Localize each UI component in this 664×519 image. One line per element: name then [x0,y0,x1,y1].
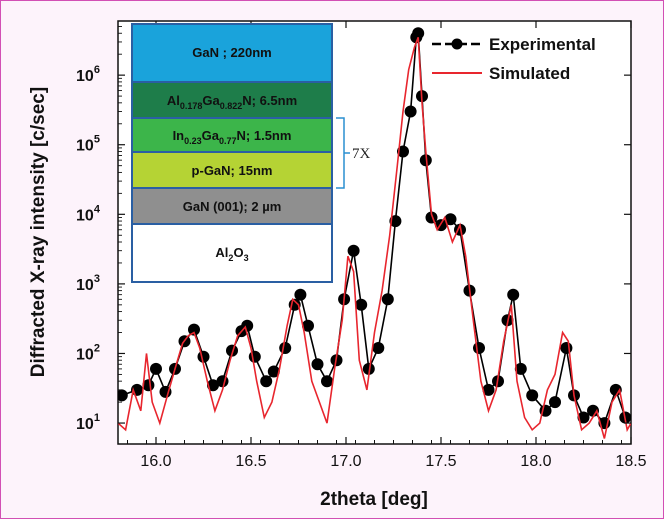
experimental-point-17 [279,342,292,354]
layer-2-el1: Al [167,93,180,108]
layer-5-label: GaN (001); 2 µm [183,199,282,214]
experimental-point-31 [397,145,409,158]
layer-2-sub2: 0.822 [220,101,243,111]
x-tick-label-5: 18.5 [615,453,646,470]
x-tick-label-3: 17.5 [425,453,456,470]
experimental-point-51 [560,342,573,354]
axis-layer: 16.0 16.5 17.0 17.5 18.0 18.5 101 102 103 104 105 1… [76,20,647,470]
layer-1 [131,23,333,83]
layer-4 [131,151,333,189]
experimental-point-9 [207,379,219,392]
y-axis-label: Diffracted X-ray intensity [c/sec] [28,87,49,377]
layer-6-el1: Al [215,245,228,260]
experimental-point-0 [118,389,128,402]
experimental-point-7 [188,323,200,336]
layer-6-sub2: 3 [244,253,249,263]
layer-3-tail: N; 1.5nm [237,128,292,143]
experimental-point-21 [311,358,324,371]
experimental-point-29 [381,293,394,306]
layer-1-label: GaN ; 220nm [192,45,271,60]
y-tick-label-5: 106 [76,64,100,85]
x-axis-label: 2theta [deg] [320,489,428,510]
layer-3-el1: In [173,128,185,143]
experimental-point-25 [347,244,360,257]
experimental-point-30 [389,215,402,228]
layer-3-label: In0.23Ga0.77N; 1.5nm [173,128,292,146]
experimental-point-43 [482,383,495,396]
layer-2-sub1: 0.178 [180,101,203,111]
series-layer [118,27,631,439]
experimental-point-20 [302,319,314,332]
layer-6-sub1: 2 [228,253,233,263]
y-tick-label-1: 102 [76,342,100,363]
seven-x-bracket [336,117,350,189]
x-tick-label-1: 16.5 [235,453,266,470]
experimental-point-39 [444,213,457,226]
experimental-point-2 [142,379,155,392]
experimental-point-47 [514,362,527,375]
y-tick-label-3: 104 [76,203,101,224]
layer-6 [131,223,333,283]
experimental-point-48 [526,389,539,402]
experimental-point-8 [197,350,210,363]
layer-6-el2: O [233,245,243,260]
legend-experimental-marker [451,38,463,50]
layer-3-el2: Ga [202,128,220,143]
experimental-point-28 [372,342,385,354]
layer-6-label: Al2O3 [215,245,248,263]
layer-5 [131,187,333,225]
experimental-point-16 [267,365,280,378]
layer-2-label: Al0.178Ga0.822N; 6.5nm [167,93,297,111]
experimental-point-19 [294,288,307,301]
layer-2 [131,81,333,119]
layer-2-el2: Ga [202,93,220,108]
experimental-point-50 [549,396,561,409]
layer-stack-inset: GaN ; 220nm Al0.178Ga0.822N; 6.5nm In0.2… [131,23,371,283]
experimental-point-56 [609,383,622,396]
experimental-point-34 [412,27,425,40]
y-tick-label-0: 101 [76,412,100,433]
x-tick-label-0: 16.0 [140,453,171,470]
seven-x-label: 7X [352,146,371,162]
x-tick-label-4: 18.0 [520,453,551,470]
experimental-point-53 [577,411,590,424]
experimental-point-32 [404,105,417,118]
legend-experimental-label: Experimental [489,35,596,54]
layer-3 [131,117,333,153]
experimental-point-10 [216,375,229,388]
experimental-point-27 [362,362,375,375]
experimental-point-54 [587,404,599,417]
experimental-point-26 [355,298,368,311]
layer-2-tail: N; 6.5nm [242,93,297,108]
y-tick-label-4: 105 [76,134,100,155]
experimental-point-46 [507,288,520,301]
y-tick-label-2: 103 [76,273,100,294]
legend-simulated-label: Simulated [489,64,570,83]
experimental-point-14 [248,350,261,363]
experimental-point-42 [473,342,485,354]
experimental-point-3 [150,362,162,375]
x-tick-label-2: 17.0 [330,453,361,470]
layer-3-sub1: 0.23 [184,136,202,146]
legend: Experimental Simulated [432,35,596,83]
experimental-point-15 [260,375,273,388]
experimental-point-22 [321,375,333,388]
experimental-point-11 [226,344,238,357]
layer-4-label: p-GaN; 15nm [192,163,273,178]
layer-3-sub2: 0.77 [219,136,237,146]
simulated-series-line [118,37,631,439]
